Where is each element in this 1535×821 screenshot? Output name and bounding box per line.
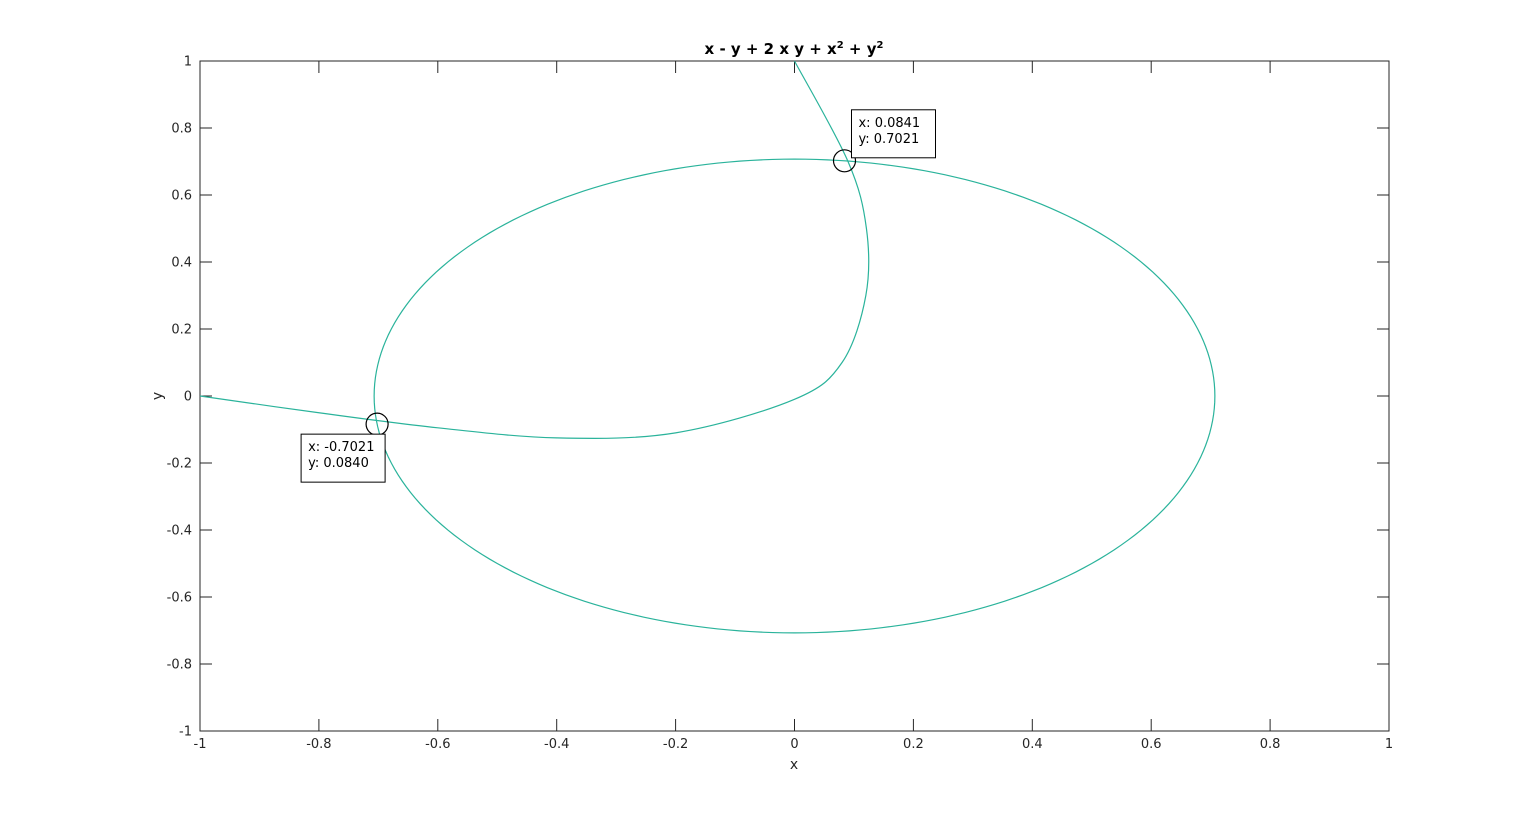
- datatip-x-label: x: -0.7021: [308, 440, 374, 455]
- x-tick-label: 0.2: [903, 737, 924, 752]
- y-tick-label: -0.8: [167, 658, 192, 673]
- x-tick-label: -0.2: [663, 737, 688, 752]
- y-tick-label: 0.6: [171, 189, 192, 204]
- series-ellipse: [373, 158, 1216, 634]
- datatip-marker[interactable]: [832, 149, 857, 173]
- datatip-x-label: x: 0.0841: [858, 116, 920, 131]
- x-tick-label: 0.8: [1260, 737, 1281, 752]
- y-tick-label: 0.4: [171, 256, 192, 271]
- x-tick-label: -0.4: [544, 737, 569, 752]
- datatip-box: [850, 109, 936, 159]
- datatip-y-label: y: 0.0840: [308, 456, 369, 471]
- y-tick-label: -0.2: [167, 457, 192, 472]
- x-tick-label: 0.6: [1141, 737, 1162, 752]
- ticks: [199, 60, 1390, 732]
- y-tick-label: 0.2: [171, 323, 192, 338]
- x-tick-label: 0: [790, 737, 798, 752]
- y-tick-label: 1: [184, 55, 192, 70]
- datatip-y-label: y: 0.7021: [858, 132, 919, 147]
- x-tick-label: -0.8: [306, 737, 331, 752]
- x-tick-label: -0.6: [425, 737, 450, 752]
- x-tick-label: 1: [1385, 737, 1393, 752]
- x-axis-label: x: [790, 757, 798, 773]
- axes-box: [199, 60, 1390, 732]
- y-tick-label: -0.4: [167, 524, 192, 539]
- tick-labels: -1 -0.8 -0.6 -0.4 -0.2 0 0.2 0.4 0.6 0.8 1 1 0.8 0.6 0…: [167, 55, 1394, 753]
- y-tick-label: 0.8: [171, 122, 192, 137]
- x-tick-label: 0.4: [1022, 737, 1043, 752]
- y-tick-label: -1: [179, 725, 192, 740]
- x-tick-label: -1: [194, 737, 207, 752]
- datatip-box: [300, 433, 386, 483]
- y-axis-label: y: [150, 392, 166, 400]
- chart-title: x - y + 2 x y + x2 + y2: [705, 40, 884, 58]
- y-tick-label: -0.6: [167, 591, 192, 606]
- y-tick-label: 0: [184, 390, 192, 405]
